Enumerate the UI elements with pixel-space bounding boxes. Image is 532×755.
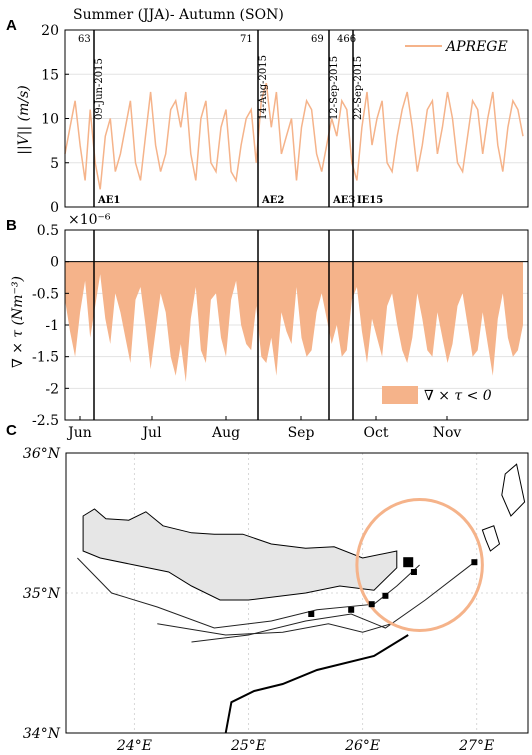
panel-a-ytick-label: 15 xyxy=(41,67,59,83)
radius-circle xyxy=(355,498,484,632)
panel-a-legend-label: APREGE xyxy=(444,39,508,55)
panel-letter-A: A xyxy=(6,17,17,34)
event-label-AE1: AE1 xyxy=(97,195,120,206)
bold-track xyxy=(224,634,409,734)
track-marker xyxy=(348,606,355,613)
panel-b-ytick-label: 0.5 xyxy=(37,223,59,239)
panel-b-area xyxy=(65,261,523,382)
panel-b-ytick-label: -2 xyxy=(45,381,59,397)
map-ytick-label: 35°N xyxy=(23,586,61,602)
event-date-AE2: 14-Aug-2015 xyxy=(258,55,269,120)
crete-island xyxy=(82,508,398,601)
map-xtick-label: 24°E xyxy=(116,738,152,754)
panel-b-xtick-label: Jun xyxy=(66,425,92,441)
karpathos-island xyxy=(481,525,501,552)
map-xtick-label: 27°E xyxy=(458,738,494,754)
panel-b-xtick-label: Jul xyxy=(140,425,162,441)
panel-b-ytick-label: -0.5 xyxy=(32,286,59,302)
track-marker xyxy=(471,559,478,566)
panel-b-legend-label: ∇ × τ < 0 xyxy=(424,388,492,404)
panel-a-ylabel: ||V|| (m/s) xyxy=(16,85,32,155)
panel-b-xtick-label: Sep xyxy=(288,425,315,441)
map-axes-box xyxy=(65,452,529,734)
track-marker xyxy=(410,569,417,575)
panel-b-ytick-label: -1.5 xyxy=(32,350,59,366)
panel-a-title: Summer (JJA)- Autumn (SON) xyxy=(73,7,284,23)
panel-b-ytick-label: 0 xyxy=(50,255,59,271)
panel-letter-B: B xyxy=(6,217,17,234)
panel-b-xtick-label: Oct xyxy=(364,425,389,441)
map-ytick-label: 36°N xyxy=(23,446,61,462)
panel-a-ytick-label: 5 xyxy=(50,156,59,172)
panel-b-legend-swatch xyxy=(382,386,418,404)
panel-a-ytick-label: 20 xyxy=(41,23,59,39)
eddy-track-3 xyxy=(157,623,392,636)
map-xtick-label: 25°E xyxy=(230,738,266,754)
panel-letter-C: C xyxy=(6,422,17,439)
track-marker xyxy=(308,611,315,617)
panel-b-exponent: ×10⁻⁶ xyxy=(68,212,111,228)
panel-a-ytick-label: 0 xyxy=(50,200,59,216)
panel-b-xtick-label: Aug xyxy=(211,425,240,441)
eddy-track-2 xyxy=(191,561,475,643)
event-count-AE3: 69 xyxy=(311,34,324,45)
event-count-AE2: 71 xyxy=(240,34,253,45)
map-ytick-label: 34°N xyxy=(23,726,61,742)
panel-a-ytick-label: 10 xyxy=(41,112,59,128)
event-label-IE15: IE15 xyxy=(357,195,383,206)
event-count-AE1: 63 xyxy=(78,34,91,45)
panel-b-ytick-label: -2.5 xyxy=(32,413,59,429)
event-date-AE3: 12-Sep-2015 xyxy=(329,56,340,120)
map-xtick-label: 26°E xyxy=(344,738,380,754)
track-marker xyxy=(368,601,375,608)
panel-b-ylabel: ∇ × τ (Nm⁻³) xyxy=(10,276,26,368)
event-date-AE1: 09-Jun-2015 xyxy=(94,58,105,120)
event-label-AE2: AE2 xyxy=(261,195,284,206)
panel-b-xtick-label: Nov xyxy=(433,425,462,441)
eddy-track-1 xyxy=(77,557,420,629)
rhodes-island xyxy=(501,463,526,517)
event-count-IE15: 466 xyxy=(337,34,356,45)
track-marker xyxy=(382,592,389,599)
panel-b-ytick-label: -1 xyxy=(45,318,59,334)
event-label-AE3: AE3 xyxy=(332,195,355,206)
track-marker xyxy=(403,557,414,568)
event-date-IE15: 22-Sep-2015 xyxy=(353,56,364,120)
panel-a-series-line xyxy=(64,82,524,190)
